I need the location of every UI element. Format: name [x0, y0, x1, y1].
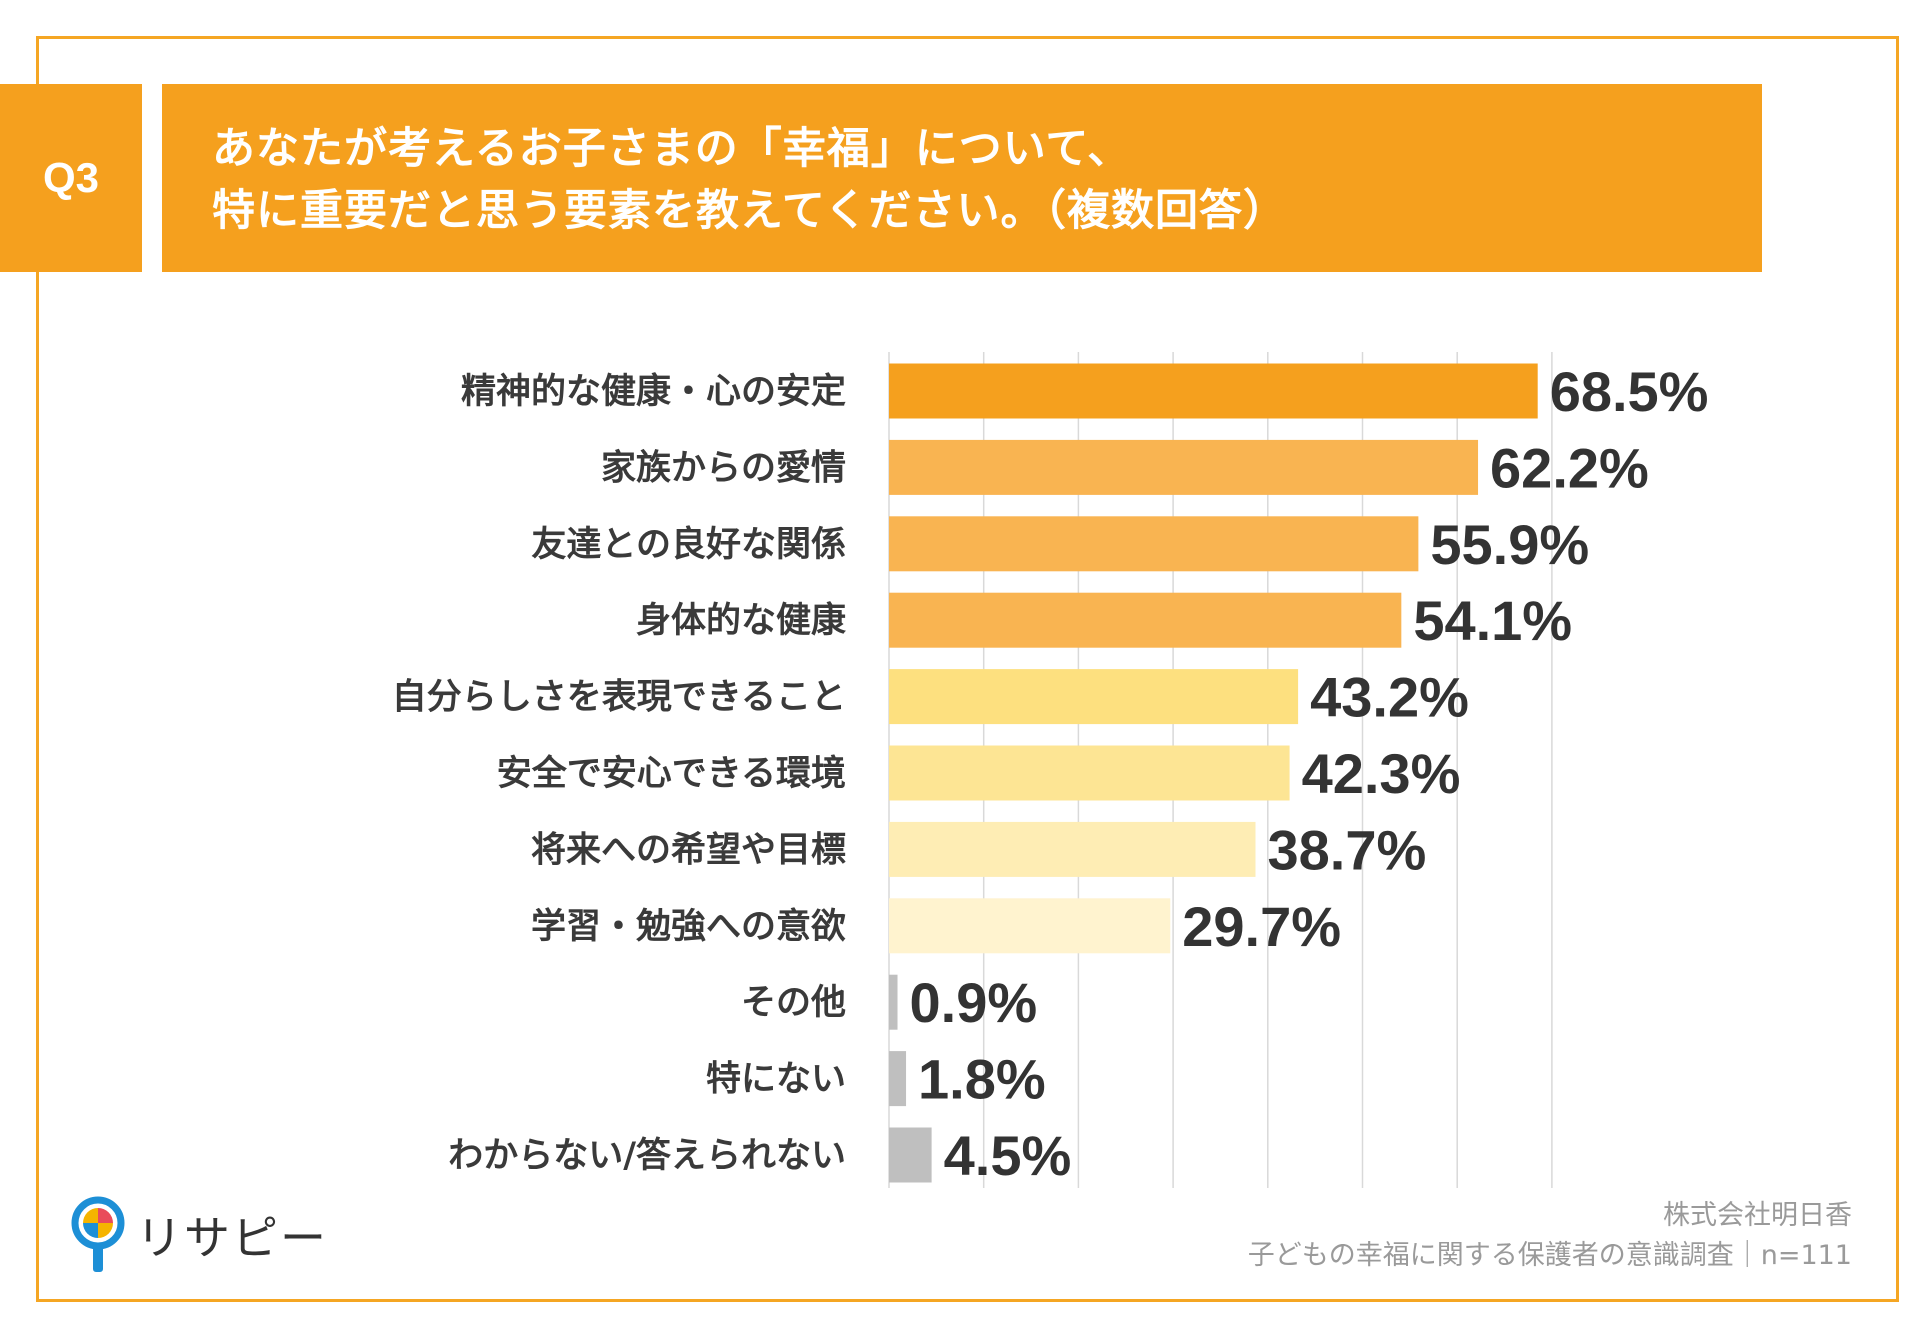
- value-label: 38.7%: [1267, 818, 1426, 881]
- category-label: 友達との良好な関係: [531, 525, 846, 565]
- category-label: 安全で安心できる環境: [497, 753, 846, 794]
- pin-logo-icon: [71, 1196, 125, 1272]
- category-labels: 精神的な健康・心の安定家族からの愛情友達との良好な関係身体的な健康自分らしさを表…: [392, 371, 846, 1176]
- category-label: 特にない: [706, 1060, 846, 1100]
- question-badge: Q3: [0, 84, 142, 272]
- bar: [889, 516, 1419, 572]
- category-label: 学習・勉強への意欲: [531, 906, 846, 947]
- category-label: 身体的な健康: [636, 600, 846, 641]
- value-label: 42.3%: [1302, 742, 1461, 805]
- source-survey: 子どもの幸福に関する保護者の意識調査｜n=111: [1247, 1240, 1852, 1271]
- value-label: 0.9%: [910, 971, 1038, 1034]
- bar: [889, 439, 1479, 495]
- value-label: 68.5%: [1550, 360, 1709, 423]
- bar: [889, 898, 1171, 954]
- brand-name: リサピー: [136, 1211, 328, 1265]
- bar: [889, 821, 1256, 877]
- value-label: 4.5%: [944, 1124, 1072, 1187]
- value-label: 62.2%: [1490, 436, 1649, 499]
- bar: [889, 669, 1299, 725]
- question-title: あなたが考えるお子さまの「幸福」について、 特に重要だと思う要素を教えてください…: [162, 84, 1762, 272]
- value-label: 54.1%: [1413, 589, 1572, 652]
- value-label: 1.8%: [918, 1048, 1046, 1111]
- category-label: 自分らしさを表現できること: [392, 678, 846, 718]
- source-company: 株式会社明日香: [1663, 1200, 1852, 1231]
- bar: [889, 1127, 932, 1183]
- bar: [889, 745, 1290, 801]
- bar: [889, 1051, 907, 1107]
- category-label: 将来への希望や目標: [531, 830, 846, 870]
- bar: [889, 363, 1538, 419]
- value-label: 55.9%: [1430, 513, 1589, 576]
- bars: [889, 363, 1538, 1183]
- question-title-line-1: あなたが考えるお子さまの「幸福」について、: [212, 124, 1132, 174]
- category-label: その他: [741, 983, 846, 1023]
- category-label: 家族からの愛情: [601, 448, 846, 488]
- question-title-line-2: 特に重要だと思う要素を教えてください。（複数回答）: [212, 186, 1288, 236]
- value-labels: 68.5% 62.2% 55.9% 54.1% 43.2% 42.3% 38.7% 29.7%…: [910, 360, 1709, 1187]
- chart-frame: [36, 36, 1899, 1302]
- bar: [889, 974, 898, 1030]
- bar: [889, 592, 1402, 648]
- source-note: 株式会社明日香 子どもの幸福に関する保護者の意識調査｜n=111: [1248, 1196, 1852, 1276]
- brand-logo: リサピー: [70, 1195, 328, 1275]
- category-label: 精神的な健康・心の安定: [461, 371, 846, 412]
- value-label: 29.7%: [1182, 895, 1341, 958]
- category-label: わからない/答えられない: [448, 1136, 846, 1176]
- value-label: 43.2%: [1310, 666, 1469, 729]
